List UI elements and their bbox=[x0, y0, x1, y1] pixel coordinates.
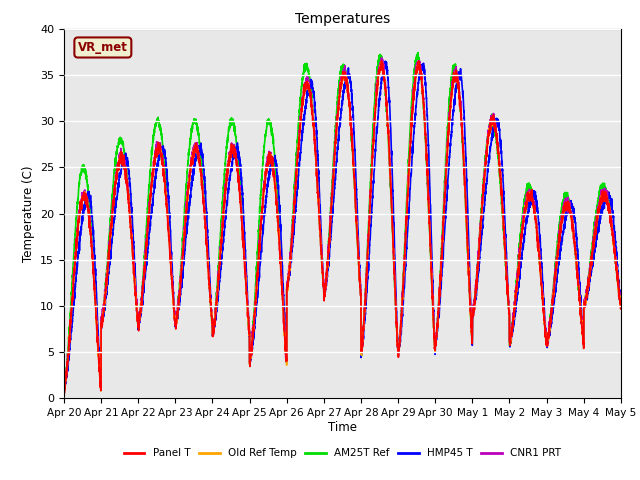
Title: Temperatures: Temperatures bbox=[295, 12, 390, 26]
Text: VR_met: VR_met bbox=[78, 41, 128, 54]
X-axis label: Time: Time bbox=[328, 421, 357, 434]
Y-axis label: Temperature (C): Temperature (C) bbox=[22, 165, 35, 262]
Legend: Panel T, Old Ref Temp, AM25T Ref, HMP45 T, CNR1 PRT: Panel T, Old Ref Temp, AM25T Ref, HMP45 … bbox=[120, 444, 565, 463]
